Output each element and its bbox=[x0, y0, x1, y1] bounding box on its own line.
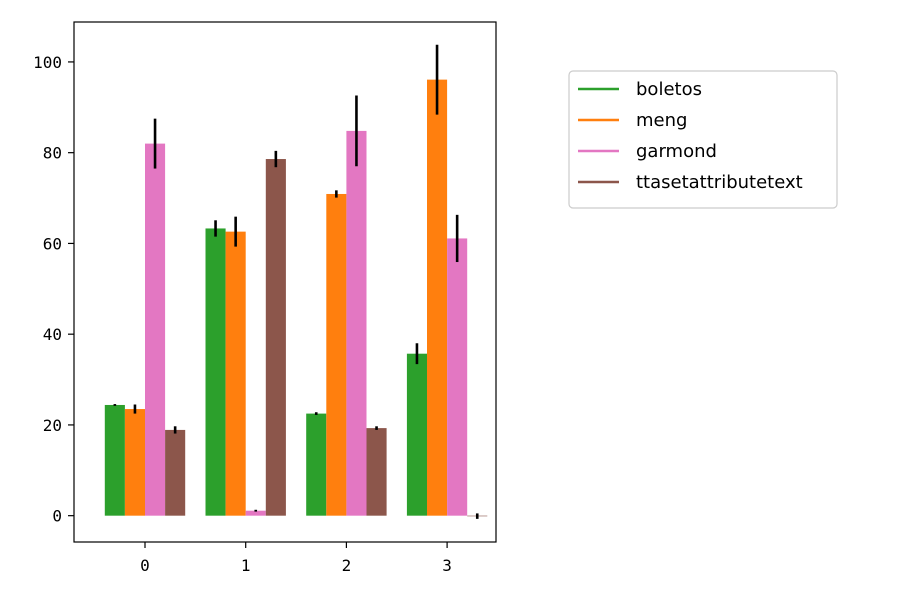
legend-label-garmond: garmond bbox=[636, 141, 717, 162]
plot-frame bbox=[73, 21, 497, 543]
legend: boletos meng garmond ttasetattributetext bbox=[568, 70, 838, 209]
legend-label-ttasetattributetext: ttasetattributetext bbox=[636, 172, 803, 193]
bar-ttasetattributetext-1 bbox=[265, 159, 286, 516]
x-tick-label-3: 3 bbox=[442, 556, 452, 575]
bar-garmond-1 bbox=[245, 510, 266, 516]
bar-ttasetattributetext-0 bbox=[165, 429, 186, 516]
x-tick-label-1: 1 bbox=[241, 556, 251, 575]
x-tick-label-2: 2 bbox=[342, 556, 352, 575]
bar-boletos-2 bbox=[306, 413, 327, 516]
bar-meng-0 bbox=[124, 409, 145, 516]
error-bars-layer bbox=[113, 44, 479, 519]
legend-label-meng: meng bbox=[636, 110, 687, 131]
y-tick-label-60: 60 bbox=[43, 234, 62, 253]
bar-boletos-1 bbox=[205, 228, 226, 516]
bar-meng-2 bbox=[326, 193, 347, 516]
bar-boletos-0 bbox=[104, 404, 125, 516]
bar-ttasetattributetext-2 bbox=[366, 428, 387, 516]
y-tick-label-100: 100 bbox=[33, 53, 62, 72]
bar-garmond-3 bbox=[447, 238, 468, 516]
y-tick-label-20: 20 bbox=[43, 416, 62, 435]
bar-meng-3 bbox=[427, 79, 448, 516]
bar-meng-1 bbox=[225, 231, 246, 516]
bar-garmond-0 bbox=[145, 143, 166, 516]
legend-label-boletos: boletos bbox=[636, 79, 702, 100]
bar-garmond-2 bbox=[346, 130, 367, 516]
y-tick-label-80: 80 bbox=[43, 144, 62, 163]
x-axis: 0 1 2 3 bbox=[140, 542, 452, 575]
bars-layer bbox=[104, 79, 488, 517]
y-tick-label-0: 0 bbox=[52, 507, 62, 526]
y-axis: 0 20 40 60 80 100 bbox=[33, 53, 74, 526]
y-tick-label-40: 40 bbox=[43, 325, 62, 344]
legend-box bbox=[568, 70, 838, 209]
x-tick-label-0: 0 bbox=[140, 556, 150, 575]
bar-boletos-3 bbox=[406, 353, 427, 516]
